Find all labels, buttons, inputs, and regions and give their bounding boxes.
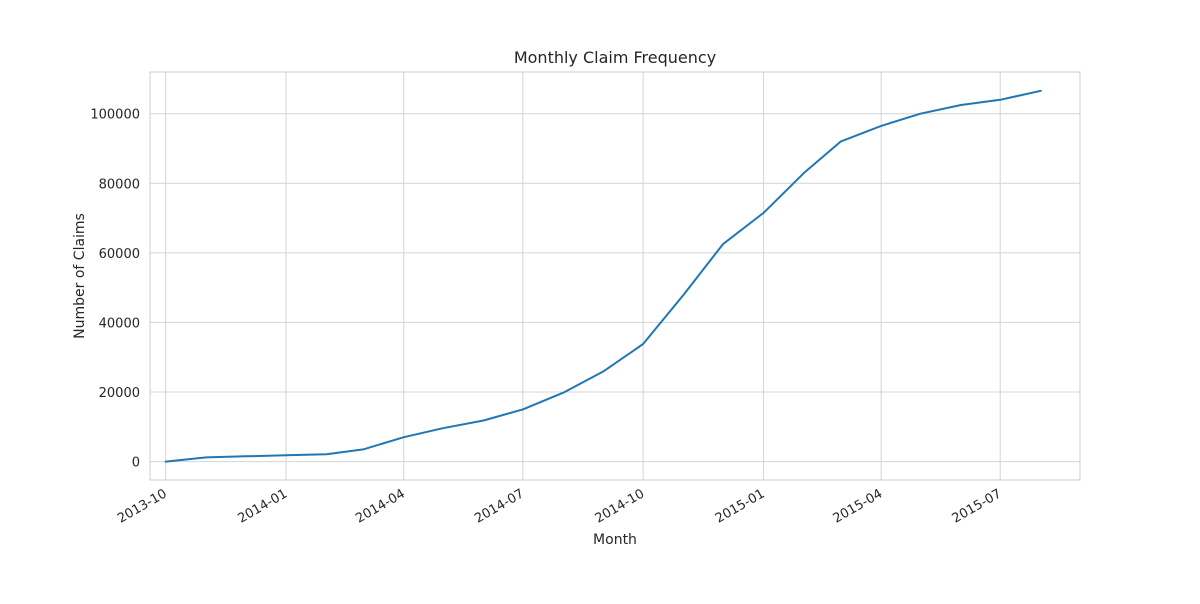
x-tick-label: 2015-01	[713, 486, 768, 526]
grid-lines	[150, 72, 1080, 480]
y-tick-label: 100000	[90, 108, 140, 123]
y-axis-label: Number of Claims	[72, 213, 88, 339]
y-tick-label: 60000	[99, 247, 140, 262]
x-tick-label: 2015-04	[831, 486, 886, 526]
x-tick-label: 2014-07	[472, 486, 527, 526]
series-group	[164, 89, 1042, 463]
x-tick-label: 2014-04	[353, 486, 408, 526]
y-tick-label: 0	[132, 456, 140, 471]
x-tick-label: 2015-07	[950, 486, 1005, 526]
y-tick-label: 40000	[99, 316, 140, 331]
x-tick-label: 2014-01	[235, 486, 290, 526]
y-tick-label: 80000	[99, 177, 140, 192]
y-tick-label: 20000	[99, 386, 140, 401]
chart-title: Monthly Claim Frequency	[514, 48, 716, 67]
x-tick-label: 2014-10	[593, 486, 648, 526]
x-tick-label: 2013-10	[115, 486, 170, 526]
x-axis-label: Month	[593, 532, 637, 548]
series-line	[164, 89, 1042, 463]
plot-background	[150, 72, 1080, 480]
plot-border	[149, 71, 1081, 481]
